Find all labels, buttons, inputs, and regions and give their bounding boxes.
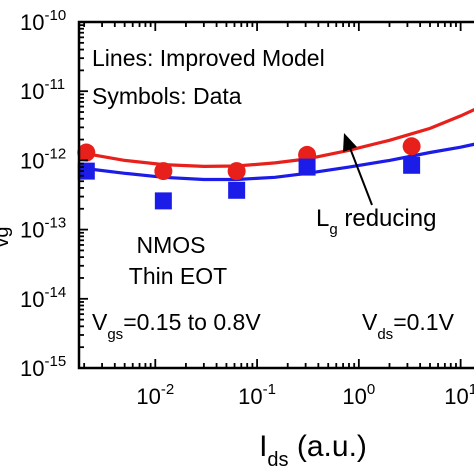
nmos-label: NMOS xyxy=(137,232,206,258)
data-point-circle xyxy=(402,137,421,156)
x-tick-label: 100 xyxy=(342,381,375,409)
x-tick-label: 10-1 xyxy=(238,381,276,409)
vds-label: Vds=0.1V xyxy=(362,309,455,343)
data-point-circle xyxy=(154,162,173,181)
data-point-circle xyxy=(227,162,246,181)
x-tick-label: 101 xyxy=(444,381,474,409)
data-point-square xyxy=(298,158,316,176)
x-axis-label: Ids (a.u.) xyxy=(259,430,367,471)
x-tick-label: 10-2 xyxy=(136,381,174,409)
data-points xyxy=(77,137,421,210)
lg-reducing-arrow xyxy=(343,133,373,206)
y-tick-label: 10-10 xyxy=(20,7,66,35)
y-tick-label: 10-13 xyxy=(20,215,66,243)
plot-frame xyxy=(77,20,474,370)
thin-eot-label: Thin EOT xyxy=(129,263,227,289)
lg-reducing-label: Lg reducing xyxy=(316,205,436,238)
y-axis-label: vg xyxy=(0,226,13,247)
data-point-circle xyxy=(77,143,96,162)
data-point-square xyxy=(403,156,421,174)
lines-note: Lines: Improved Model xyxy=(92,45,325,71)
vgs-label: Vgs=0.15 to 0.8V xyxy=(92,309,261,343)
symbols-note: Symbols: Data xyxy=(92,83,242,109)
data-point-square xyxy=(154,192,172,210)
y-tick-label: 10-11 xyxy=(20,76,65,104)
y-tick-label: 10-14 xyxy=(20,284,66,312)
model-line-circle xyxy=(86,107,474,169)
y-tick-label: 10-12 xyxy=(20,145,66,173)
y-tick-label: 10-15 xyxy=(20,353,66,381)
data-point-square xyxy=(228,181,246,199)
